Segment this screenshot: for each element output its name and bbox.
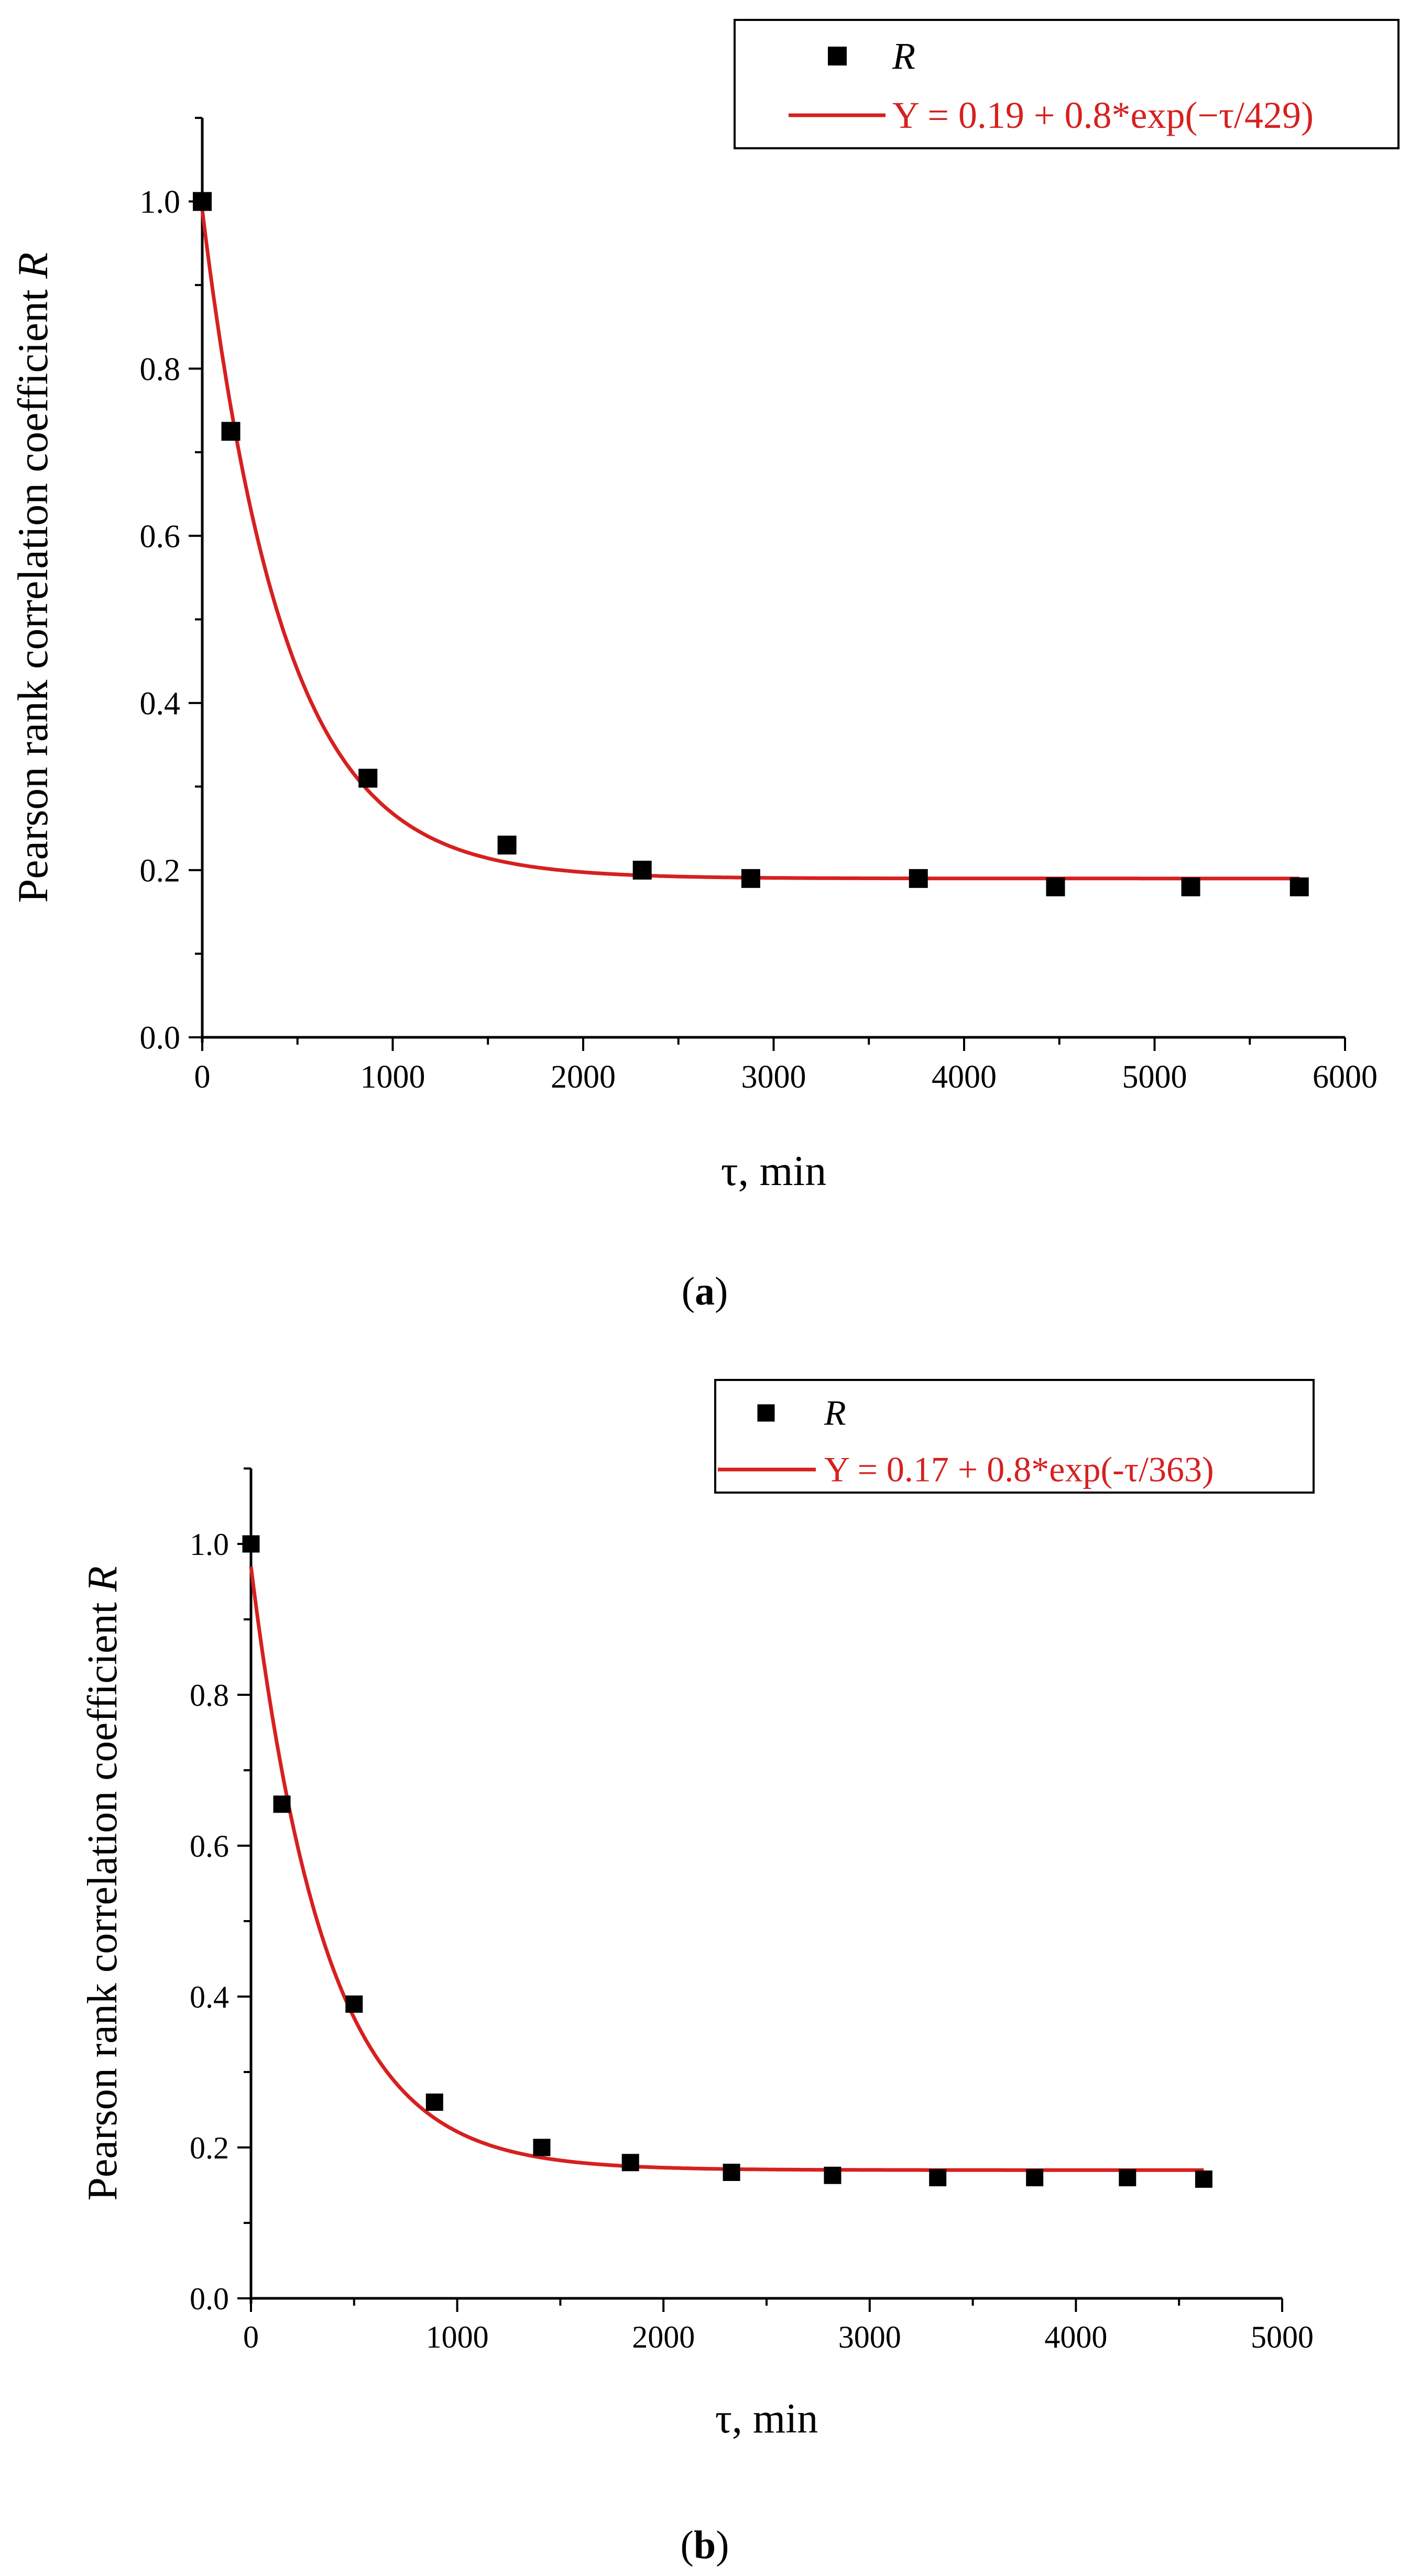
x-tick-label: 6000 [1313, 1059, 1378, 1095]
legend-label-data: R [824, 1393, 846, 1432]
y-tick-label: 1.0 [140, 184, 181, 220]
y-tick-label: 0.0 [140, 1021, 181, 1056]
data-point [1289, 877, 1309, 896]
data-point [273, 1795, 291, 1813]
legend-box [714, 1379, 1315, 1494]
y-axis-title-symbol: R [9, 253, 57, 279]
chart-panel-b: 0 1000 2000 3000 4000 5000 0.0 0.2 0.4 0.6 0.8 1.0 τ… [80, 1379, 1315, 2567]
x-tick-label: 2000 [632, 2320, 695, 2354]
y-tick-label: 0.8 [140, 352, 181, 387]
panel-caption-open: ( [682, 1269, 695, 1313]
data-point [497, 836, 517, 855]
panel-caption-letter: b [694, 2523, 716, 2567]
y-axis-title: Pearson rank correlation coefficient R [80, 1566, 126, 2200]
legend-label-data: R [892, 35, 915, 77]
data-point [358, 769, 378, 788]
chart-panel-a: 0 1000 2000 3000 4000 5000 6000 0.0 0.2 0.4 0.6 0.8… [9, 19, 1400, 1313]
y-tick-label: 0.4 [190, 1980, 229, 2014]
data-point [425, 2093, 443, 2111]
y-tick-label: 0.0 [190, 2282, 229, 2316]
data-point [1181, 877, 1200, 896]
y-tick-label: 0.6 [190, 1829, 229, 1864]
x-tick-label: 4000 [1044, 2320, 1107, 2354]
y-tick-label: 0.6 [140, 519, 181, 554]
x-tick-label: 4000 [932, 1059, 997, 1095]
data-point [345, 1995, 363, 2013]
legend-marker [828, 47, 847, 65]
panel-caption: (a) [682, 1269, 728, 1313]
fit-curve [249, 1566, 1204, 2172]
legend-label-fit: Y = 0.19 + 0.8*exp(−τ/429) [892, 94, 1314, 136]
legend: R Y = 0.19 + 0.8*exp(−τ/429) [734, 19, 1400, 149]
x-tick-label: 5000 [1251, 2320, 1314, 2354]
legend-label-fit: Y = 0.17 + 0.8*exp(-τ/363) [824, 1449, 1214, 1489]
panel-caption-close: ) [715, 1269, 728, 1313]
y-tick-label: 1.0 [190, 1527, 229, 1562]
data-point [723, 2164, 740, 2182]
y-axis-title-symbol: R [80, 1566, 126, 1592]
data-point [824, 2166, 841, 2184]
y-axis-title: Pearson rank correlation coefficient R [9, 253, 57, 903]
y-tick-label: 0.2 [190, 2131, 229, 2165]
data-point [621, 2154, 639, 2172]
x-axis-title: τ, min [721, 1147, 827, 1194]
data-point [221, 422, 241, 441]
data-point [1046, 877, 1065, 896]
y-tick-label: 0.2 [140, 853, 181, 889]
panel-caption-letter: a [695, 1269, 715, 1313]
x-tick-label: 5000 [1122, 1059, 1187, 1095]
x-tick-label: 1000 [426, 2320, 489, 2354]
y-tick-label: 0.8 [190, 1678, 229, 1713]
x-tick-label: 3000 [838, 2320, 901, 2354]
legend-box [734, 19, 1400, 149]
x-tick-label: 0 [194, 1059, 211, 1095]
panel-caption: (b) [681, 2523, 729, 2567]
data-point [632, 860, 652, 880]
y-tick-label: 0.4 [140, 686, 181, 722]
data-point [1195, 2170, 1212, 2188]
data-point [909, 869, 928, 888]
data-point [242, 1535, 260, 1553]
x-tick-label: 3000 [741, 1059, 806, 1095]
x-tick-label: 2000 [551, 1059, 616, 1095]
data-point [929, 2169, 947, 2187]
data-point [193, 192, 212, 211]
data-point [1026, 2169, 1044, 2187]
data-point [533, 2139, 551, 2156]
y-axis-title-text: Pearson rank correlation coefficient [80, 1592, 126, 2200]
panel-caption-close: ) [716, 2523, 729, 2567]
data-point [1119, 2169, 1136, 2187]
panel-caption-open: ( [681, 2523, 694, 2567]
y-axis-title-text: Pearson rank correlation coefficient [9, 279, 57, 903]
x-tick-label: 1000 [360, 1059, 425, 1095]
x-axis-title: τ, min [715, 2396, 818, 2442]
x-tick-label: 0 [243, 2320, 259, 2354]
legend: R Y = 0.17 + 0.8*exp(-τ/363) [714, 1379, 1315, 1494]
legend-marker [757, 1404, 775, 1422]
data-point [741, 869, 760, 888]
